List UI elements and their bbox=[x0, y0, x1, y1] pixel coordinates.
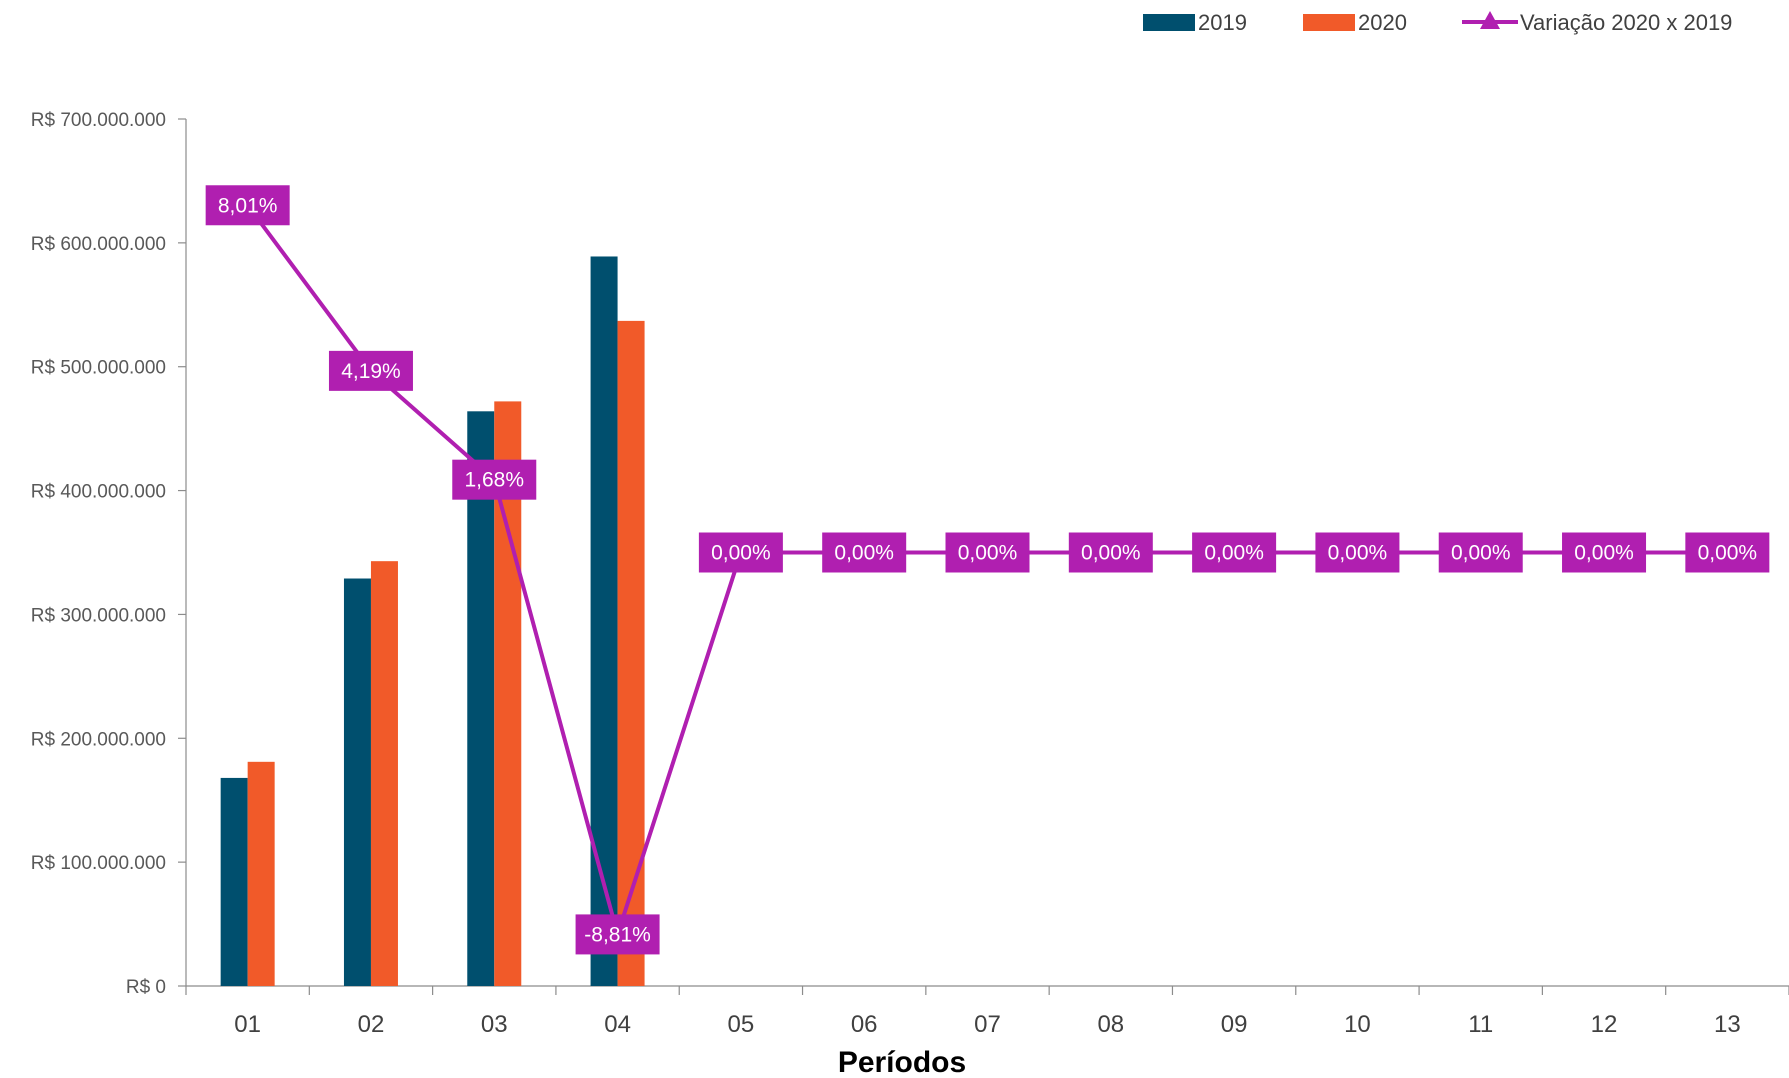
data-label-box-08 bbox=[1068, 532, 1153, 573]
legend-label-2020: 2020 bbox=[1358, 10, 1407, 35]
x-tick-label: 03 bbox=[481, 1011, 508, 1038]
x-axis-title: Períodos bbox=[838, 1046, 966, 1078]
data-label-06: 0,00% bbox=[834, 542, 894, 565]
bar-2020-02 bbox=[370, 561, 398, 986]
data-label-box-11 bbox=[1438, 532, 1523, 573]
data-label-11: 0,00% bbox=[1451, 542, 1511, 565]
data-label-04: -8,81% bbox=[584, 923, 651, 946]
data-label-box-06 bbox=[822, 532, 907, 573]
x-tick-label: 05 bbox=[728, 1011, 755, 1038]
data-label-box-03 bbox=[452, 459, 537, 500]
x-tick-label: 02 bbox=[358, 1011, 385, 1038]
x-tick-label: 01 bbox=[234, 1011, 261, 1038]
x-tick-label: 04 bbox=[604, 1011, 631, 1038]
x-axis: 01 02 03 04 05 06 07 08 09 10 11 12 13 bbox=[185, 985, 1789, 1038]
x-tick-label: 09 bbox=[1221, 1011, 1248, 1038]
data-label-box-12 bbox=[1562, 532, 1647, 573]
data-label-box-10 bbox=[1315, 532, 1400, 573]
y-tick-label: R$ 400.000.000 bbox=[31, 482, 166, 503]
data-label-02: 4,19% bbox=[341, 360, 401, 383]
data-label-08: 0,00% bbox=[1081, 542, 1141, 565]
data-label-13: 0,00% bbox=[1698, 542, 1758, 565]
y-tick-label: R$ 200.000.000 bbox=[31, 729, 166, 750]
bar-2020-04 bbox=[617, 320, 645, 986]
x-tick-label: 06 bbox=[851, 1011, 878, 1038]
legend-swatch-2020 bbox=[1303, 14, 1355, 31]
bar-2019-01 bbox=[220, 777, 248, 986]
data-label-box-07 bbox=[945, 532, 1030, 573]
x-tick-label: 08 bbox=[1097, 1011, 1124, 1038]
data-label-box-09 bbox=[1192, 532, 1277, 573]
bar-2019-03 bbox=[467, 411, 495, 986]
x-tick-label: 10 bbox=[1344, 1011, 1371, 1038]
x-tick-label: 12 bbox=[1591, 1011, 1618, 1038]
data-label-12: 0,00% bbox=[1574, 542, 1634, 565]
legend-label-2019: 2019 bbox=[1198, 10, 1247, 35]
legend-swatch-2019 bbox=[1143, 14, 1195, 31]
bar-2020-01 bbox=[247, 761, 275, 986]
data-labels: 8,01% 4,19% 1,68% -8,81% 0,00% 0,00% 0,00% 0,00… bbox=[205, 185, 1770, 955]
data-label-09: 0,00% bbox=[1204, 542, 1264, 565]
bars bbox=[220, 256, 645, 986]
data-label-box-05 bbox=[698, 532, 783, 573]
data-label-03: 1,68% bbox=[464, 469, 524, 492]
bar-2019-02 bbox=[343, 578, 371, 986]
y-tick-label: R$ 500.000.000 bbox=[31, 358, 166, 379]
triangle-marker-icon bbox=[1480, 11, 1500, 29]
data-label-box-04 bbox=[575, 914, 660, 955]
y-tick-label: R$ 0 bbox=[126, 977, 166, 998]
data-label-10: 0,00% bbox=[1328, 542, 1388, 565]
legend: 2019 2020 Variação 2020 x 2019 bbox=[1143, 10, 1732, 35]
y-tick-label: R$ 100.000.000 bbox=[31, 853, 166, 874]
data-label-box-02 bbox=[328, 350, 413, 391]
y-axis: R$ 0 R$ 100.000.000 R$ 200.000.000 R$ 300.0… bbox=[31, 110, 187, 998]
y-tick-label: R$ 300.000.000 bbox=[31, 605, 166, 626]
y-tick-label: R$ 700.000.000 bbox=[31, 110, 166, 131]
data-label-box-13 bbox=[1685, 532, 1770, 573]
x-tick-label: 07 bbox=[974, 1011, 1001, 1038]
data-label-07: 0,00% bbox=[958, 542, 1018, 565]
y-tick-label: R$ 600.000.000 bbox=[31, 234, 166, 255]
x-tick-label: 11 bbox=[1468, 1011, 1493, 1038]
data-label-box-01 bbox=[205, 185, 290, 226]
legend-label-variation: Variação 2020 x 2019 bbox=[1520, 10, 1732, 35]
data-label-05: 0,00% bbox=[711, 542, 771, 565]
data-label-01: 8,01% bbox=[218, 194, 278, 217]
x-tick-label: 13 bbox=[1714, 1011, 1741, 1038]
bar-2019-04 bbox=[590, 256, 618, 986]
